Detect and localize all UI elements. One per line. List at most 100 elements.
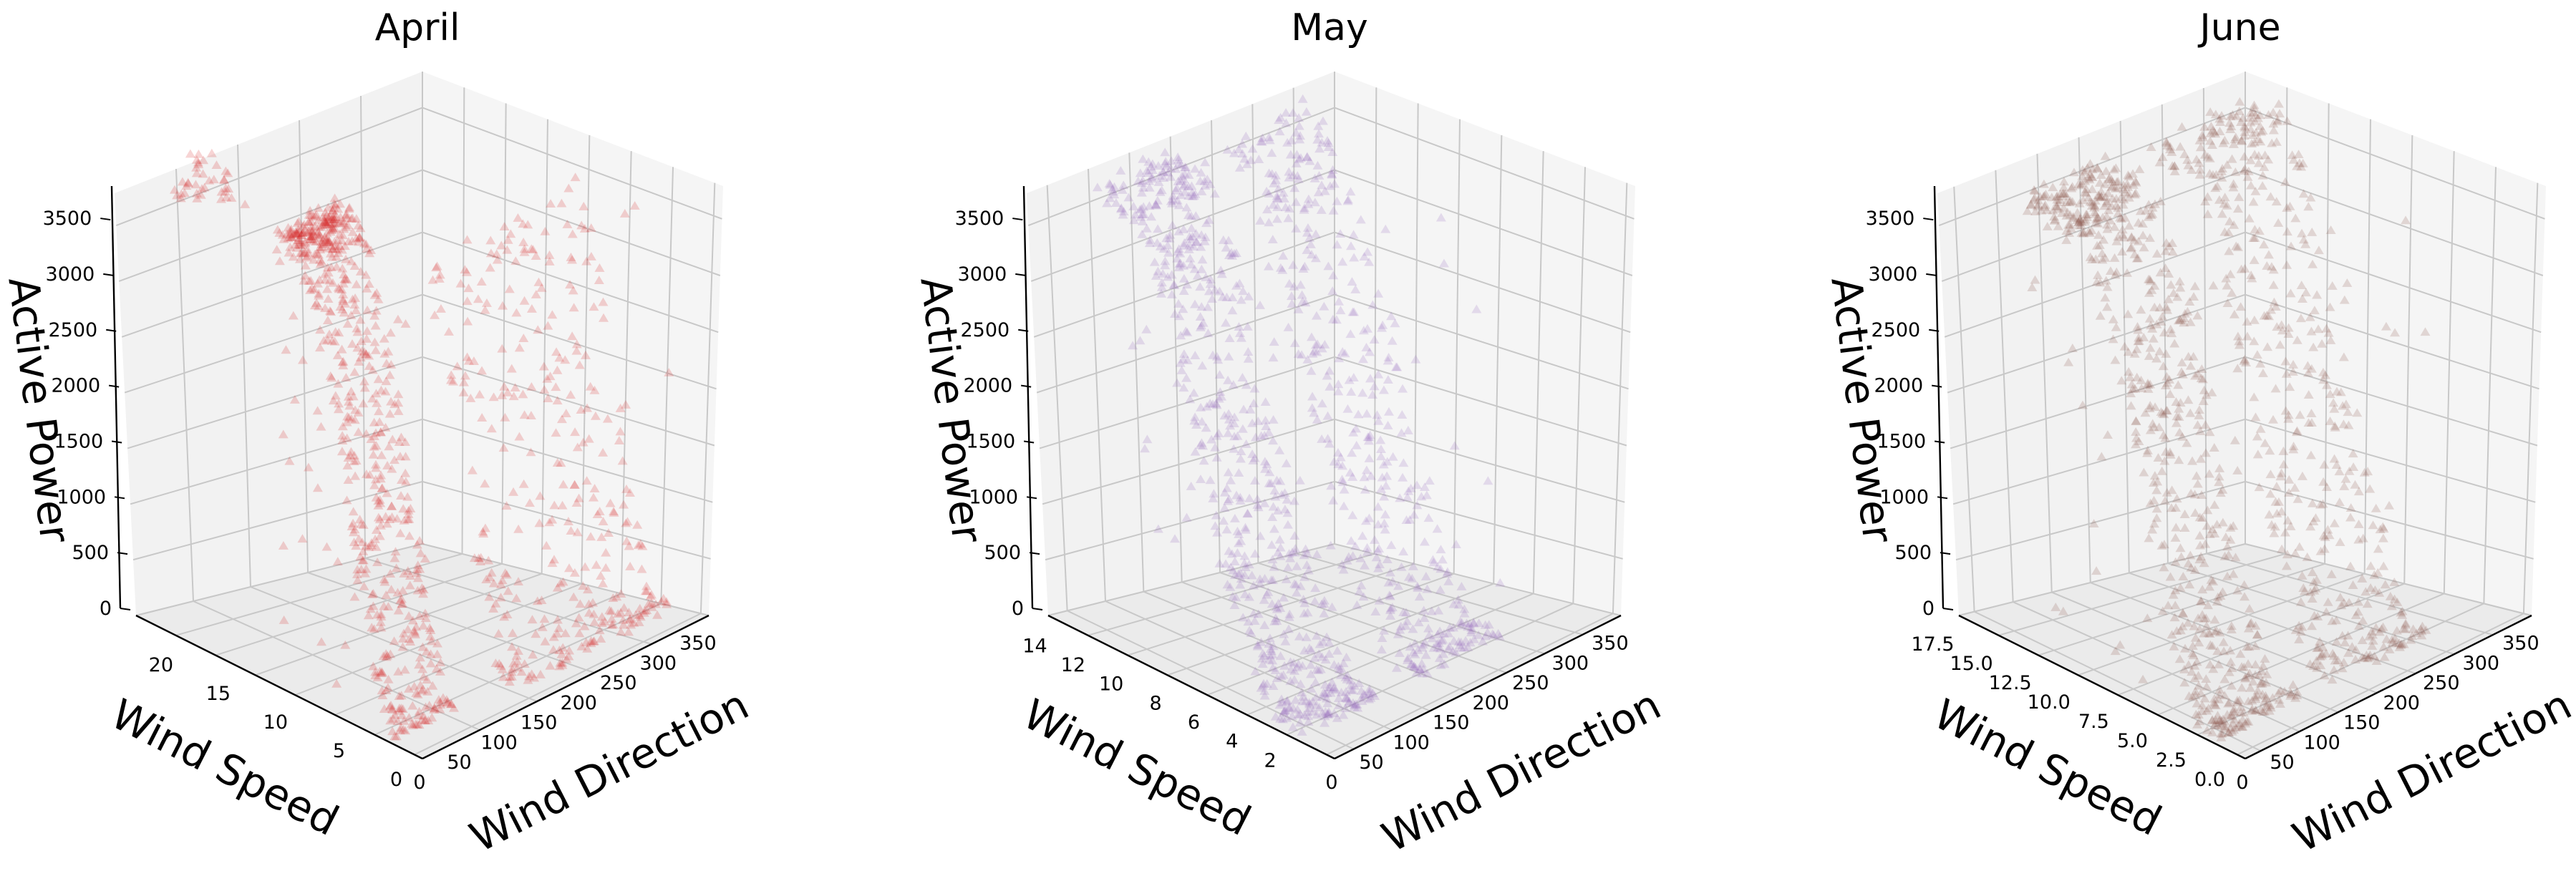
data-point (613, 609, 624, 618)
data-point (643, 599, 654, 608)
data-point (369, 442, 379, 451)
x-tick-label: 17.5 (1911, 633, 1954, 656)
data-point (615, 404, 626, 412)
data-point (389, 636, 400, 646)
data-point (2280, 406, 2291, 415)
data-point (1301, 632, 1312, 641)
data-point (1149, 257, 1160, 266)
z-tick (1932, 384, 1942, 388)
grid-y (2324, 103, 2330, 564)
data-point (1393, 581, 1404, 590)
data-point (1219, 503, 1230, 512)
data-point (1428, 558, 1439, 567)
data-point (2217, 719, 2227, 728)
back-pane-left (1937, 72, 2245, 615)
data-point (337, 422, 348, 431)
data-point (1224, 351, 1234, 361)
data-point (2204, 469, 2214, 478)
data-point (2229, 714, 2240, 724)
data-point (395, 595, 406, 605)
data-point (2333, 656, 2343, 664)
data-point (2420, 327, 2431, 336)
data-point (2227, 726, 2237, 736)
data-point (2187, 667, 2197, 676)
grid-y-floor (2078, 573, 2366, 676)
data-point (1315, 664, 1326, 673)
data-point (1289, 183, 1300, 193)
data-point (193, 157, 203, 167)
data-point (551, 428, 561, 437)
data-point (384, 701, 395, 711)
data-point (2249, 392, 2260, 402)
data-point (2215, 591, 2226, 600)
data-point (2212, 181, 2223, 190)
data-point (282, 229, 293, 238)
data-point (317, 220, 328, 230)
data-point (377, 450, 387, 459)
data-point (2175, 398, 2186, 407)
data-point (1171, 185, 1181, 195)
data-point (1398, 472, 1408, 482)
data-point (2344, 598, 2355, 607)
data-point (2125, 372, 2136, 381)
data-point (326, 222, 337, 231)
data-point (1174, 259, 1185, 268)
data-point (2169, 161, 2180, 170)
data-point (2297, 471, 2308, 480)
data-point (538, 361, 549, 371)
data-point (1488, 630, 1499, 639)
data-point (506, 671, 517, 681)
data-point (2335, 387, 2346, 396)
grid-y-floor (255, 573, 543, 676)
data-point (332, 243, 343, 253)
data-point (2190, 371, 2201, 380)
data-point (1324, 439, 1335, 448)
data-point (396, 475, 407, 485)
data-point (366, 537, 377, 547)
data-point (331, 244, 342, 253)
data-point (2110, 646, 2121, 656)
data-point (1345, 241, 1356, 250)
data-point (1356, 580, 1367, 590)
data-point (2243, 659, 2254, 668)
data-point (377, 483, 387, 492)
data-point (1274, 700, 1285, 709)
data-point (1286, 291, 1297, 301)
grid-x (2036, 153, 2053, 593)
data-point (2175, 543, 2186, 553)
data-point (468, 356, 479, 365)
data-point (563, 183, 574, 193)
data-point (315, 245, 326, 254)
data-point (1249, 549, 1260, 558)
data-point (1254, 155, 1264, 164)
data-point (545, 371, 556, 381)
data-point (221, 183, 231, 193)
data-point (315, 259, 326, 268)
data-point (2350, 655, 2361, 663)
data-point (2086, 201, 2097, 210)
data-point (1259, 691, 1270, 700)
data-point (1178, 240, 1189, 250)
data-point (1334, 664, 1345, 673)
data-point (2348, 449, 2358, 458)
data-point (518, 219, 528, 228)
data-point (2240, 592, 2250, 601)
data-point (2144, 233, 2155, 242)
data-point (1282, 563, 1293, 572)
data-point (1273, 598, 1284, 608)
data-point (513, 213, 523, 222)
data-point (1181, 326, 1191, 336)
data-point (1259, 457, 1270, 466)
data-point (319, 216, 330, 225)
data-point (2294, 158, 2305, 167)
data-point (1207, 350, 1218, 359)
data-point (2263, 110, 2274, 119)
data-point (1300, 544, 1311, 553)
data-point (2249, 315, 2260, 324)
data-point (2199, 694, 2210, 703)
data-point (1166, 270, 1177, 279)
data-point (1229, 600, 1240, 610)
data-point (2189, 661, 2200, 670)
data-point (2381, 634, 2392, 643)
data-point (1360, 485, 1370, 494)
